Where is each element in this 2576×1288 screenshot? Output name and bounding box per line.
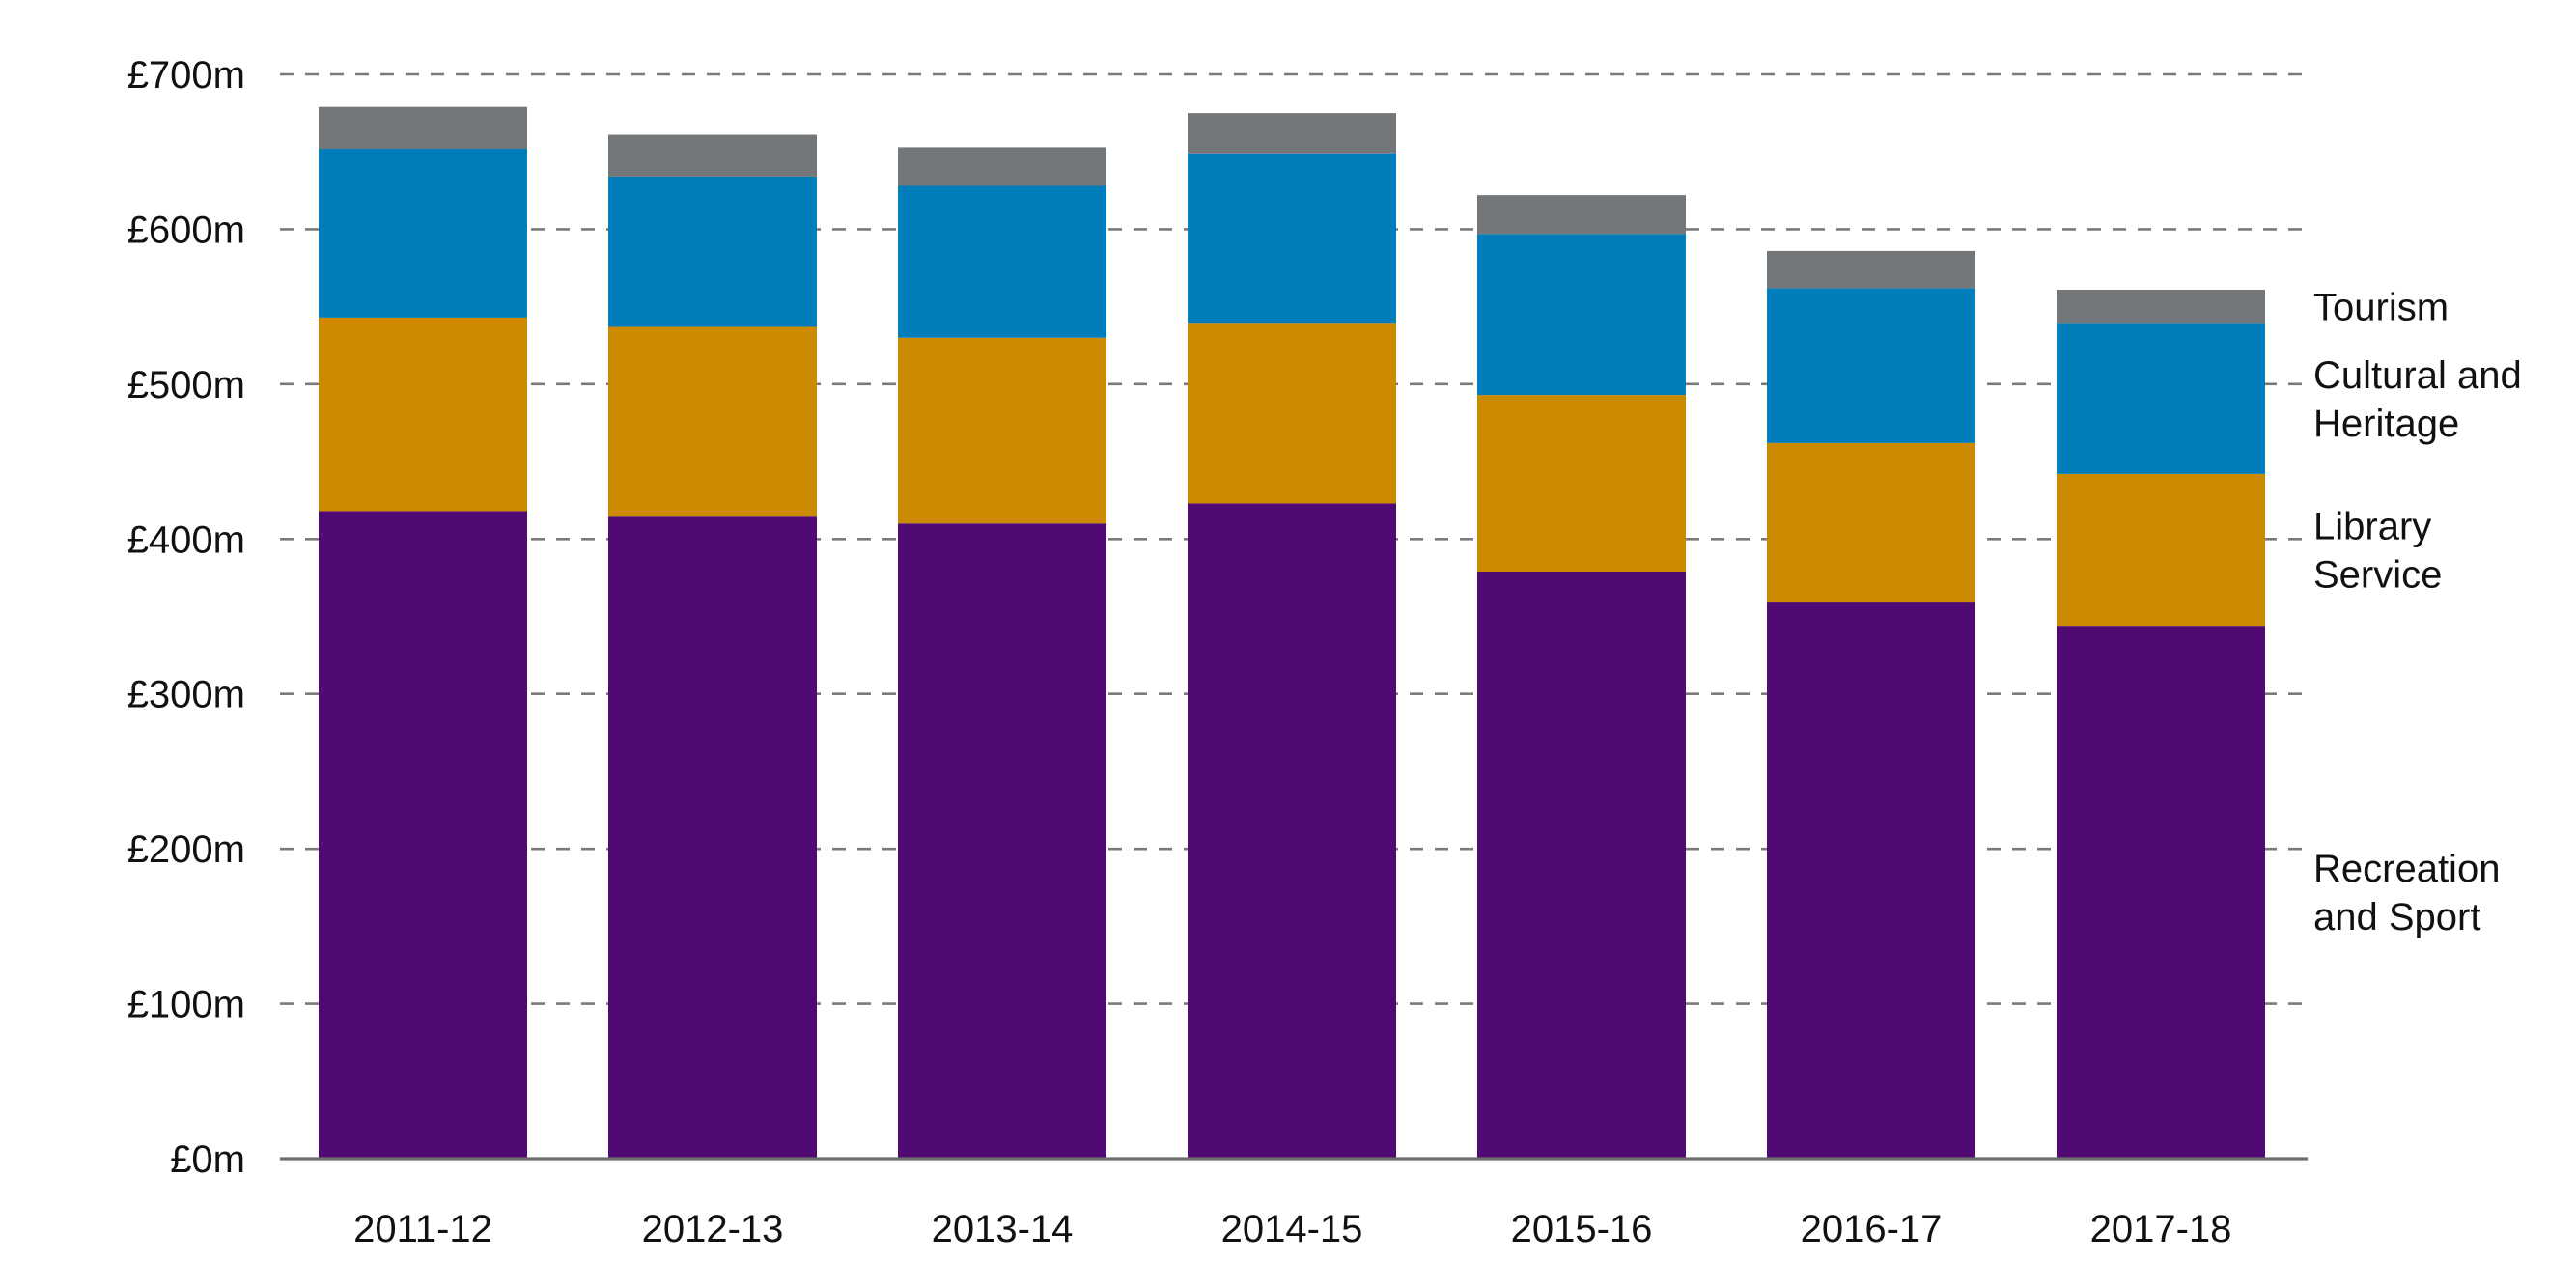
bar-segment [1767,442,1975,603]
bar-segment [608,326,817,517]
series-label-line: Service [2313,554,2442,597]
bar-segment [1188,113,1396,154]
y-axis-tick-labels: £0m £100m £200m £300m £400m £500m £600m £700m [127,54,245,1181]
x-axis-category-labels: 2011-12 2012-13 2013-14 2014-15 2015-16 2016-… [353,1208,2231,1250]
y-tick-label: £700m [127,54,245,97]
bar-segment [898,185,1106,338]
bar-segment [2057,626,2265,1159]
y-tick-label: £100m [127,984,245,1026]
x-tick-label: 2016-17 [1801,1208,1943,1250]
bar-segment [608,176,817,327]
bar-segment [1477,195,1686,235]
x-tick-label: 2015-16 [1511,1208,1653,1250]
bar-segment [1477,234,1686,396]
bar-segment [1767,250,1975,289]
bar-segment [2057,289,2265,324]
bar-segment [1188,153,1396,324]
bar-segment [319,511,527,1159]
bar-segment [608,134,817,177]
bar-segment [608,516,817,1159]
x-tick-label: 2013-14 [932,1208,1074,1250]
bar-segment [1188,503,1396,1159]
bar-segment [319,317,527,512]
bars [319,106,2265,1159]
bar-segment [1188,323,1396,504]
x-tick-label: 2012-13 [642,1208,784,1250]
series-label-line: Cultural and [2313,354,2522,397]
bar-segment [898,523,1106,1159]
y-tick-label: £300m [127,674,245,716]
y-tick-label: £600m [127,209,245,251]
series-label-line: and Sport [2313,896,2480,938]
y-tick-label: £500m [127,364,245,406]
bar-segment [898,147,1106,186]
bar-segment [1767,602,1975,1159]
bar-segment [1477,395,1686,572]
x-tick-label: 2011-12 [353,1208,492,1250]
series-label: Recreation and Sport [2313,848,2500,938]
series-label-line: Recreation [2313,848,2500,890]
series-labels: Recreation and Sport Library Service Cultura… [2313,287,2522,938]
y-tick-label: £200m [127,828,245,871]
bar-segment [1767,288,1975,443]
series-label-line: Library [2313,506,2431,548]
bar-segment [2057,473,2265,627]
series-label-line: Tourism [2313,287,2449,329]
series-label-line: Heritage [2313,403,2459,445]
x-tick-label: 2014-15 [1221,1208,1363,1250]
bar-segment [898,337,1106,524]
bar-segment [1477,571,1686,1159]
x-tick-label: 2017-18 [2090,1208,2232,1250]
series-label: Library Service [2313,506,2442,597]
bar-segment [319,149,527,318]
series-label: Cultural and Heritage [2313,354,2522,445]
bar-segment [2057,323,2265,474]
series-label: Tourism [2313,287,2449,329]
bar-segment [319,106,527,150]
y-tick-label: £0m [170,1138,245,1181]
y-tick-label: £400m [127,518,245,561]
